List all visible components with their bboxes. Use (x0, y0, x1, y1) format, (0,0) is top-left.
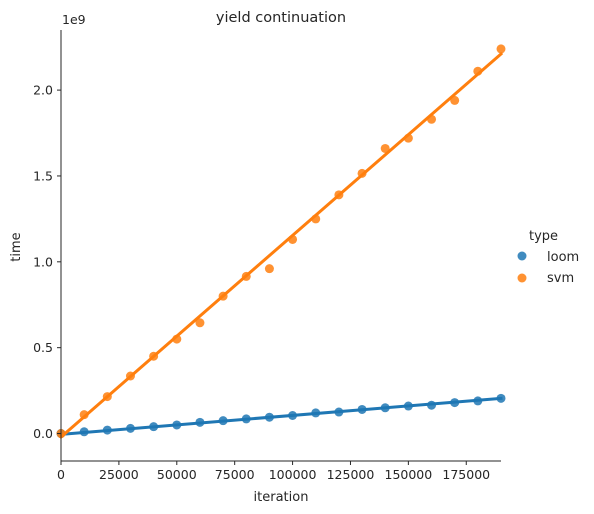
chart-title: yield continuation (216, 10, 346, 26)
data-point-svm (102, 392, 112, 402)
data-point-loom (241, 414, 251, 424)
x-axis-label: iteration (254, 490, 309, 505)
data-point-loom (79, 427, 89, 437)
data-point-loom (427, 400, 437, 410)
data-point-loom (172, 420, 182, 430)
x-tick-label: 25000 (99, 467, 139, 482)
data-point-loom (357, 404, 367, 414)
data-point-svm (264, 264, 274, 274)
data-point-svm (79, 410, 89, 420)
data-point-svm (241, 271, 251, 281)
legend-label-svm: svm (547, 271, 574, 286)
series-loom (56, 393, 506, 439)
ticks: 0 25000 50000 75000 100000 125000 150000 175000… (33, 83, 490, 482)
data-point-svm (149, 351, 159, 361)
data-point-loom (125, 423, 135, 433)
data-point-svm (496, 44, 506, 54)
data-point-loom (264, 412, 274, 422)
x-tick-label: 125000 (327, 467, 375, 482)
series-svm (56, 44, 506, 440)
y-offset-label: 1e9 (62, 12, 86, 27)
y-tick-label: 0.5 (33, 340, 53, 355)
data-point-loom (195, 417, 205, 427)
fit-line-svm (58, 51, 504, 440)
legend-marker-svm (517, 273, 527, 283)
data-point-svm (172, 334, 182, 344)
legend-marker-loom (517, 251, 527, 261)
x-tick-label: 75000 (215, 467, 255, 482)
data-point-svm (195, 318, 205, 328)
data-point-loom (288, 410, 298, 420)
y-tick-label: 2.0 (33, 83, 53, 98)
y-tick-label: 1.0 (33, 254, 53, 269)
axes (60, 30, 501, 462)
y-tick-label: 1.5 (33, 168, 53, 183)
legend: type loom svm (517, 229, 579, 286)
data-point-svm (427, 114, 437, 124)
x-tick-label: 150000 (385, 467, 433, 482)
plot-area (56, 44, 506, 440)
data-point-svm (380, 143, 390, 153)
data-point-svm (450, 95, 460, 105)
data-point-loom (334, 407, 344, 417)
data-point-svm (334, 190, 344, 200)
data-point-loom (380, 403, 390, 413)
data-point-loom (311, 408, 321, 418)
y-axis-label: time (9, 232, 24, 261)
legend-title: type (529, 229, 558, 244)
data-point-loom (450, 398, 460, 408)
data-point-svm (311, 214, 321, 224)
y-tick-label: 0.0 (33, 426, 53, 441)
data-point-loom (496, 393, 506, 403)
data-point-loom (218, 416, 228, 426)
data-point-svm (403, 133, 413, 143)
data-point-svm (218, 291, 228, 301)
x-tick-label: 175000 (442, 467, 490, 482)
data-point-svm (288, 234, 298, 244)
legend-label-loom: loom (547, 250, 579, 265)
x-tick-label: 50000 (157, 467, 197, 482)
data-point-loom (102, 425, 112, 435)
data-point-loom (403, 401, 413, 411)
data-point-loom (473, 396, 483, 406)
data-point-svm (357, 168, 367, 178)
x-tick-label: 0 (57, 467, 65, 482)
x-tick-label: 100000 (269, 467, 317, 482)
data-point-svm (125, 371, 135, 381)
data-point-loom (149, 422, 159, 432)
data-point-svm (473, 66, 483, 76)
